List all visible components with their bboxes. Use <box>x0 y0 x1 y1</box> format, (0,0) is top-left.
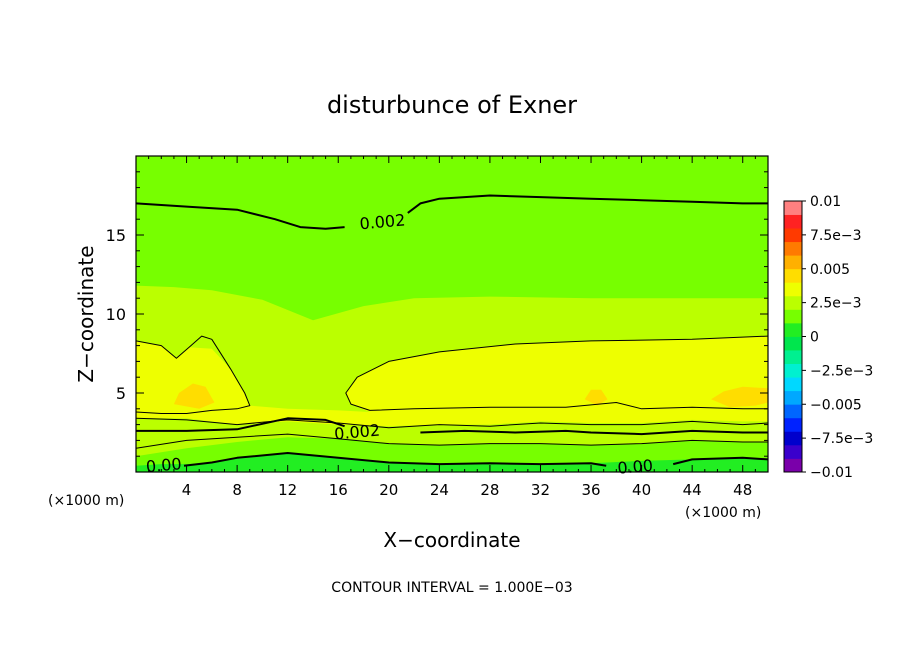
x-tick-label-2: 12 <box>278 481 297 499</box>
colorbar: 0.01 7.5e−3 0.005 2.5e−3 0 −2.5e−3 −0.005 −7.5e… <box>783 194 873 481</box>
colorbar-swatch-15 <box>784 255 802 270</box>
colorbar-swatch-5 <box>784 390 802 405</box>
contour-fill-region-2 <box>136 336 768 427</box>
contour-line-6 <box>420 429 768 436</box>
colorbar-swatch-0 <box>784 458 802 473</box>
contour-line-9 <box>672 456 768 466</box>
contour-lines <box>136 194 768 467</box>
y-tick-label-1: 10 <box>106 305 126 324</box>
contour-line-8 <box>183 452 607 467</box>
y-tick-label-2: 15 <box>106 226 126 245</box>
x-tick-label-3: 16 <box>329 481 348 499</box>
x-unit-label-right: (×1000 m) <box>685 505 761 521</box>
colorbar-swatch-2 <box>784 431 802 446</box>
y-axis-label: Z−coordinate <box>74 245 98 382</box>
x-tick-label-5: 24 <box>430 481 449 499</box>
contour-label-3: 0.00 <box>617 456 654 478</box>
x-tick-label-0: 4 <box>182 481 192 499</box>
filled-regions <box>136 156 768 472</box>
colorbar-swatch-16 <box>784 241 802 256</box>
x-tick-label-10: 44 <box>683 481 702 499</box>
contour-fill-region-5 <box>711 386 768 408</box>
colorbar-label-1: 7.5e−3 <box>810 228 862 244</box>
contour-line-5 <box>136 417 345 432</box>
colorbar-swatch-18 <box>784 214 802 229</box>
colorbar-swatch-8 <box>784 350 802 364</box>
colorbar-swatch-10 <box>784 322 802 337</box>
chart-title: disturbunce of Exner <box>327 91 577 119</box>
contour-line-2 <box>136 335 251 414</box>
x-tick-label-9: 40 <box>632 481 651 499</box>
x-tick-label-6: 28 <box>480 481 499 499</box>
colorbar-label-0: 0.01 <box>810 194 841 210</box>
colorbar-label-3: 2.5e−3 <box>810 296 862 312</box>
y-tick-label-0: 5 <box>116 384 126 403</box>
contour-fill-region-4 <box>584 389 608 406</box>
colorbar-label-2: 0.005 <box>810 262 850 278</box>
colorbar-swatch-13 <box>784 282 802 297</box>
colorbar-swatch-6 <box>784 377 802 392</box>
colorbar-label-6: −0.005 <box>810 397 862 413</box>
colorbar-swatch-3 <box>784 417 802 432</box>
colorbar-swatch-14 <box>784 268 802 283</box>
x-tick-label-1: 8 <box>232 481 242 499</box>
x-tick-label-11: 48 <box>733 481 752 499</box>
contour-line-3 <box>345 335 768 411</box>
contour-fill-region-7 <box>136 453 768 472</box>
contour-line-1 <box>407 194 768 214</box>
colorbar-swatch-11 <box>784 309 802 324</box>
colorbar-label-5: −2.5e−3 <box>810 363 873 379</box>
x-tick-label-4: 20 <box>379 481 398 499</box>
colorbar-swatch-1 <box>784 444 802 459</box>
contour-label-0: 0.002 <box>359 210 406 233</box>
colorbar-label-7: −7.5e−3 <box>810 431 873 447</box>
colorbar-swatch-7 <box>784 363 802 378</box>
contour-line-0 <box>136 202 345 230</box>
x-tick-label-7: 32 <box>531 481 550 499</box>
colorbar-swatch-12 <box>784 295 802 310</box>
x-tick-label-8: 36 <box>581 481 600 499</box>
contour-label-1: 0.002 <box>334 421 381 444</box>
contour-interval-footer: CONTOUR INTERVAL = 1.000E−03 <box>331 580 572 596</box>
colorbar-swatch-19 <box>784 201 802 215</box>
contour-line-7 <box>136 433 768 449</box>
contour-line-4 <box>136 417 768 429</box>
colorbar-swatch-4 <box>784 404 802 419</box>
colorbar-label-8: −0.01 <box>810 465 853 481</box>
colorbar-swatch-9 <box>784 336 802 351</box>
contour-label-2: 0.00 <box>145 454 182 476</box>
x-axis-label: X−coordinate <box>383 528 520 552</box>
colorbar-label-4: 0 <box>810 330 819 346</box>
contour-fill-region-3 <box>173 383 215 409</box>
x-unit-label-left: (×1000 m) <box>48 493 124 509</box>
colorbar-swatch-17 <box>784 228 802 243</box>
